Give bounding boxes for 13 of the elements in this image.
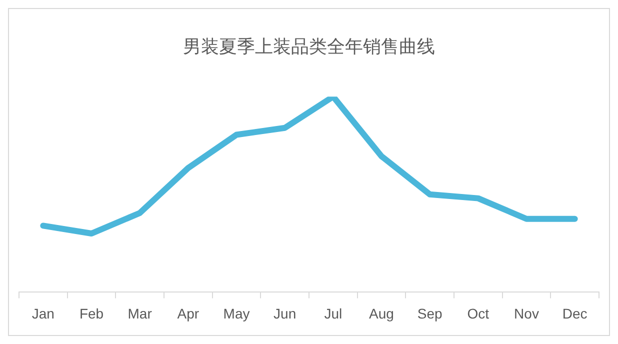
x-tick-label: Apr	[177, 305, 200, 322]
x-tick-label: Dec	[562, 305, 588, 322]
x-tick-label: Jul	[324, 305, 342, 322]
x-tick-label: Aug	[369, 305, 394, 322]
chart-title: 男装夏季上装品类全年销售曲线	[183, 36, 435, 58]
x-tick-label: Jan	[32, 305, 54, 322]
x-tick-label: Sep	[417, 305, 442, 322]
x-tick-label: Nov	[514, 305, 539, 322]
x-tick-label: Oct	[467, 305, 490, 322]
x-tick-label: Feb	[79, 305, 104, 322]
x-tick-label: Mar	[128, 305, 152, 322]
x-tick-label: Jun	[274, 305, 296, 322]
x-tick-label: May	[223, 305, 250, 322]
